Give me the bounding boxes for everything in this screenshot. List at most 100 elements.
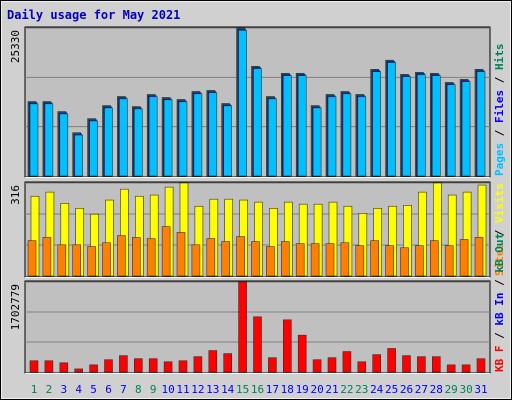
bar: [402, 355, 411, 373]
x-tick-label: 31: [474, 383, 487, 396]
bar: [117, 235, 126, 277]
bar: [148, 358, 158, 373]
bar: [134, 108, 143, 177]
bar: [295, 243, 305, 277]
bar: [476, 358, 486, 373]
bar: [29, 103, 39, 177]
legend-separator: /: [493, 123, 506, 143]
bar: [372, 354, 382, 373]
bar: [238, 281, 247, 373]
bar: [161, 226, 171, 277]
bar: [327, 357, 337, 373]
x-tick-label: 1: [31, 383, 38, 396]
bar: [461, 81, 471, 177]
x-tick-label: 29: [445, 383, 458, 396]
bar: [476, 71, 486, 177]
x-tick-label: 15: [236, 383, 249, 396]
bar: [268, 98, 277, 177]
bar: [400, 247, 409, 277]
bar: [253, 316, 262, 373]
legend-entry: kB In: [493, 293, 506, 326]
bar: [355, 245, 365, 277]
legend: KB F / kB In / kB Out: [493, 233, 506, 372]
bar: [57, 244, 67, 277]
bar: [59, 362, 69, 373]
bar: [208, 92, 218, 177]
bar: [208, 350, 218, 373]
bar: [148, 96, 158, 177]
x-tick-label: 18: [281, 383, 294, 396]
bar: [221, 241, 230, 277]
legend-separator: /: [493, 223, 506, 243]
legend-separator: /: [493, 70, 506, 90]
y-tick-label: 25330: [9, 30, 22, 63]
bar: [461, 364, 471, 373]
bar: [59, 113, 69, 177]
bar: [312, 359, 322, 373]
bar: [238, 30, 247, 177]
bar: [387, 62, 396, 177]
x-tick-label: 4: [75, 383, 82, 396]
bar: [163, 361, 173, 373]
bar: [431, 356, 441, 373]
bar: [444, 245, 454, 277]
bar: [104, 359, 113, 373]
x-tick-label: 22: [340, 383, 353, 396]
legend-entry: Hits: [493, 44, 506, 71]
x-tick-label: 24: [370, 383, 384, 396]
x-tick-label: 6: [105, 383, 112, 396]
x-tick-label: 9: [150, 383, 157, 396]
x-tick-label: 2: [46, 383, 53, 396]
x-tick-label: 14: [221, 383, 235, 396]
bar: [266, 246, 275, 277]
bar: [72, 244, 81, 277]
legend-separator: /: [493, 326, 506, 346]
bar: [27, 240, 37, 277]
legend-entry: kB Out: [493, 233, 506, 273]
bar: [372, 71, 382, 177]
bar: [268, 357, 277, 373]
bar: [431, 75, 441, 177]
bar: [44, 360, 54, 373]
bar: [446, 364, 456, 373]
x-tick-label: 17: [266, 383, 279, 396]
x-tick-label: 21: [325, 383, 338, 396]
x-tick-label: 20: [310, 383, 323, 396]
y-tick-label: 316: [9, 185, 22, 205]
bar: [357, 361, 367, 373]
x-tick-label: 30: [459, 383, 472, 396]
bar: [253, 68, 262, 177]
bar: [474, 237, 484, 277]
x-tick-label: 5: [90, 383, 97, 396]
bar: [42, 237, 52, 277]
bar: [312, 107, 322, 177]
legend-separator: /: [493, 273, 506, 293]
bar: [119, 98, 128, 177]
bar: [310, 243, 320, 277]
chart-title: Daily usage for May 2021: [7, 8, 180, 22]
y-tick-label: 1702779: [9, 284, 22, 330]
legend-entry: KB F: [493, 346, 506, 373]
bar: [327, 96, 337, 177]
legend: Pages / Files / Hits: [493, 44, 506, 177]
bar: [370, 240, 380, 277]
bar: [417, 356, 426, 373]
legend-entry: Visits: [493, 183, 506, 223]
bar: [178, 101, 188, 177]
bar: [74, 368, 83, 373]
bar: [357, 96, 367, 177]
bar: [146, 238, 156, 277]
bar: [102, 242, 111, 277]
x-tick-label: 16: [251, 383, 264, 396]
bar: [446, 84, 456, 177]
bar: [176, 232, 186, 277]
bar: [193, 356, 203, 373]
bar: [415, 245, 424, 277]
bar: [297, 75, 307, 177]
bar: [193, 93, 203, 177]
bar: [163, 99, 173, 177]
bar: [89, 364, 98, 373]
legend: Sites / Visits: [493, 183, 506, 276]
